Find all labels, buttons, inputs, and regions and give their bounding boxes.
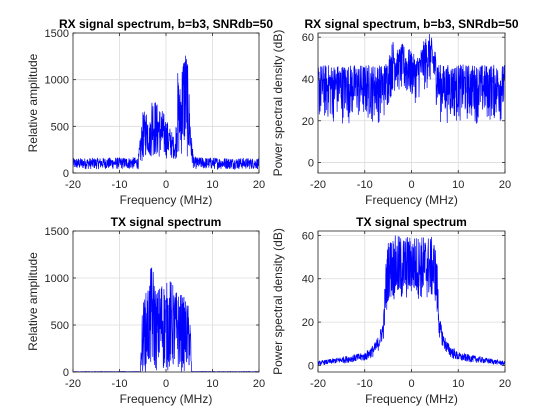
x-tick-label: 0 xyxy=(163,378,169,390)
y-tick-label: 0 xyxy=(63,367,69,379)
chart-title: TX signal spectrum xyxy=(111,215,222,229)
y-tick-label: 40 xyxy=(302,74,314,86)
x-axis-label: Frequency (MHz) xyxy=(120,193,213,207)
x-tick-label: -10 xyxy=(357,378,373,390)
y-tick-label: 60 xyxy=(302,32,314,44)
y-tick-label: 1000 xyxy=(45,75,69,87)
x-tick-label: 0 xyxy=(408,179,414,191)
subplot-3: -20 -10 0 10 20 0 500 1000 1500 TX signal spectru… xyxy=(26,215,265,406)
y-tick-label: 0 xyxy=(308,360,314,372)
y-axis-label: Relative amplitude xyxy=(26,53,40,152)
x-tick-label: 10 xyxy=(206,378,218,390)
x-tick-label: 20 xyxy=(499,378,511,390)
y-tick-label: 0 xyxy=(308,158,314,170)
x-tick-label: 0 xyxy=(163,179,169,191)
x-tick-label: -20 xyxy=(65,179,81,191)
x-tick-label: 20 xyxy=(499,179,511,191)
subplot-4: -20 -10 0 10 20 0 20 40 60 TX signal spectrum Freq… xyxy=(271,215,511,406)
spectrum-line xyxy=(73,55,259,171)
x-tick-label: 10 xyxy=(452,378,464,390)
y-tick-label: 1000 xyxy=(45,273,69,285)
chart-title: TX signal spectrum xyxy=(356,215,467,229)
x-tick-label: -20 xyxy=(310,378,326,390)
x-tick-label: 20 xyxy=(253,378,265,390)
y-axis-label: Power spectral density (dB) xyxy=(271,30,285,177)
x-axis-label: Frequency (MHz) xyxy=(120,392,213,406)
y-tick-label: 40 xyxy=(302,274,314,286)
y-tick-label: 500 xyxy=(51,320,69,332)
x-tick-label: -20 xyxy=(310,179,326,191)
x-tick-label: 10 xyxy=(452,179,464,191)
y-tick-label: 0 xyxy=(63,168,69,180)
x-axis-label: Frequency (MHz) xyxy=(365,193,458,207)
y-tick-label: 60 xyxy=(302,230,314,242)
chart-title: RX signal spectrum, b=b3, SNRdb=50 xyxy=(59,17,273,31)
y-axis-label: Power spectral density (dB) xyxy=(271,228,285,375)
y-axis-label: Relative amplitude xyxy=(26,252,40,351)
y-tick-label: 1500 xyxy=(45,28,69,40)
x-tick-label: -10 xyxy=(112,378,128,390)
y-tick-label: 500 xyxy=(51,121,69,133)
x-tick-label: 20 xyxy=(253,179,265,191)
spectrum-line xyxy=(318,235,505,366)
x-tick-label: 10 xyxy=(206,179,218,191)
y-tick-label: 20 xyxy=(302,116,314,128)
spectrum-line xyxy=(318,34,505,124)
x-tick-label: -20 xyxy=(65,378,81,390)
x-tick-label: -10 xyxy=(112,179,128,191)
x-tick-label: 0 xyxy=(408,378,414,390)
y-tick-label: 1500 xyxy=(45,226,69,238)
x-axis-label: Frequency (MHz) xyxy=(365,392,458,406)
y-tick-label: 20 xyxy=(302,317,314,329)
chart-title: RX signal spectrum, b=b3, SNRdb=50 xyxy=(304,17,518,31)
x-tick-label: -10 xyxy=(357,179,373,191)
